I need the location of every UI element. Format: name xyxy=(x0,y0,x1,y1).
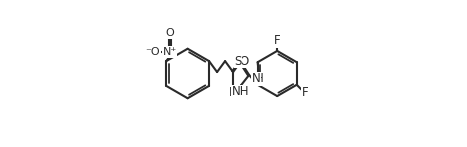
Text: N: N xyxy=(229,86,238,99)
Text: N: N xyxy=(252,72,261,85)
Text: ⁻O: ⁻O xyxy=(145,47,160,57)
Text: NH: NH xyxy=(232,85,250,98)
Text: F: F xyxy=(274,34,281,47)
Text: N⁺: N⁺ xyxy=(163,47,177,57)
Text: H: H xyxy=(232,86,241,99)
Text: S: S xyxy=(234,55,241,68)
Text: H: H xyxy=(255,72,263,85)
Text: O: O xyxy=(240,55,249,68)
Text: F: F xyxy=(301,86,308,99)
Text: O: O xyxy=(165,29,174,39)
